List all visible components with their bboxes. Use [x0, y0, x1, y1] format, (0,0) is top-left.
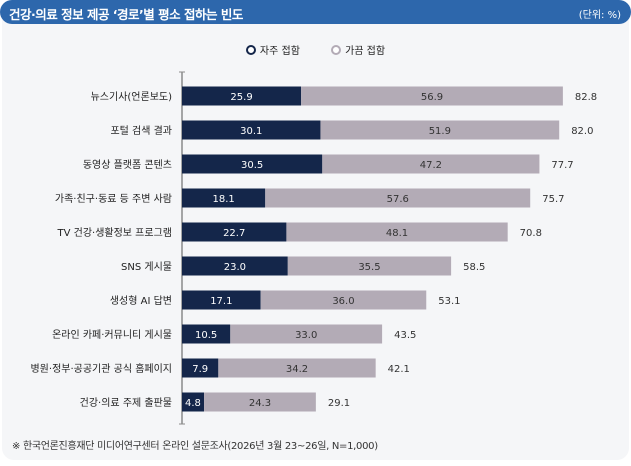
data-label: 24.3: [249, 398, 271, 409]
data-label: 22.7: [223, 228, 245, 239]
bar-segment: [182, 86, 302, 106]
total-label: 82.0: [571, 126, 593, 137]
data-label: 4.8: [185, 398, 201, 409]
data-label: 25.9: [230, 92, 252, 103]
category-label: 가족·친구·동료 등 주변 사람: [55, 192, 172, 205]
bar-segment: [182, 120, 321, 140]
bar-segment: [182, 358, 219, 378]
legend-marker-icon: [331, 45, 342, 55]
bar-segment: [182, 188, 266, 208]
total-label: 82.8: [575, 92, 597, 103]
bar-segment: [204, 392, 316, 412]
legend-item-occasional: 가끔 접함: [331, 42, 385, 57]
total-label: 53.1: [438, 296, 460, 307]
data-label: 17.1: [210, 296, 232, 307]
category-label: 건강·의료 주제 출판물: [80, 397, 172, 409]
data-label: 47.2: [420, 160, 442, 171]
bar-segment: [265, 188, 531, 208]
total-label: 70.8: [520, 228, 542, 239]
category-label: 생성형 AI 답변: [110, 295, 172, 307]
bar-segment: [182, 392, 205, 412]
category-label: SNS 게시물: [121, 261, 172, 273]
legend-label: 가끔 접함: [345, 46, 386, 57]
bar-segment: [182, 154, 323, 174]
total-label: 58.5: [463, 262, 485, 273]
data-label: 36.0: [332, 296, 354, 307]
category-label: 포털 검색 결과: [110, 125, 172, 137]
bar-segment: [260, 290, 427, 310]
data-label: 30.5: [241, 160, 263, 171]
total-label: 29.1: [328, 398, 350, 409]
bar-segment: [230, 324, 383, 344]
data-label: 35.5: [358, 262, 380, 273]
data-label: 33.0: [295, 330, 317, 341]
bar-segment: [287, 256, 452, 276]
total-label: 77.7: [551, 160, 573, 171]
total-label: 42.1: [388, 364, 410, 375]
data-label: 51.9: [429, 126, 451, 137]
data-label: 10.5: [195, 330, 217, 341]
bar-segment: [182, 256, 288, 276]
category-label: 동영상 플랫폼 콘텐츠: [83, 159, 172, 171]
legend: 자주 접함 가끔 접함: [0, 42, 631, 57]
bar-segment: [182, 222, 287, 242]
bar-segment: [182, 290, 261, 310]
header-bar: 건강·의료 정보 제공 ‘경로’별 평소 접하는 빈도 (단위: %): [0, 0, 631, 24]
bar-segment: [322, 154, 540, 174]
footnote: ※ 한국언론진흥재단 미디어연구센터 온라인 설문조사(2026년 3월 23~…: [12, 441, 378, 452]
total-label: 43.5: [394, 330, 416, 341]
bar-segment: [182, 324, 231, 344]
data-label: 7.9: [192, 364, 208, 375]
total-label: 75.7: [542, 194, 564, 205]
data-label: 57.6: [387, 194, 409, 205]
chart-title: 건강·의료 정보 제공 ‘경로’별 평소 접하는 빈도: [9, 7, 243, 22]
category-label: 뉴스기사(언론보도): [91, 91, 173, 103]
bar-segment: [286, 222, 508, 242]
bar-segment: [301, 86, 563, 106]
data-label: 23.0: [224, 262, 246, 273]
data-label: 18.1: [212, 194, 234, 205]
legend-marker-icon: [245, 45, 256, 55]
data-label: 56.9: [421, 92, 443, 103]
legend-label: 자주 접함: [259, 46, 300, 57]
category-label: 병원·정부·공공기관 공식 홈페이지: [30, 362, 172, 375]
legend-item-frequent: 자주 접함: [245, 42, 300, 57]
data-label: 30.1: [240, 126, 262, 137]
category-label: TV 건강·생활정보 프로그램: [57, 226, 173, 239]
bar-segment: [320, 120, 560, 140]
bar-segment: [218, 358, 376, 378]
data-label: 34.2: [286, 364, 308, 375]
data-label: 48.1: [386, 228, 408, 239]
category-label: 온라인 카페·커뮤니티 게시물: [52, 329, 172, 341]
unit-label: (단위: %): [578, 10, 621, 21]
